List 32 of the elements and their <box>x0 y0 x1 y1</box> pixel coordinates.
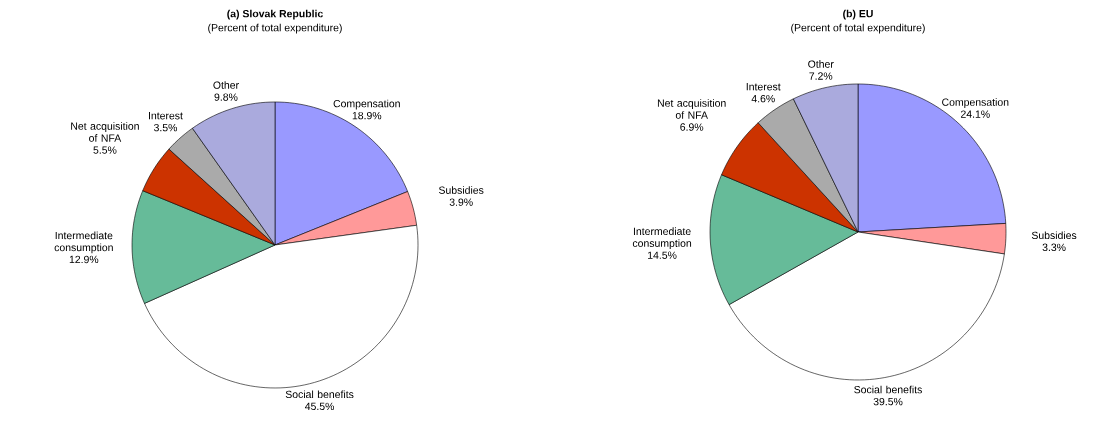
slice-label: Compensation <box>942 98 1009 108</box>
slice-label: Other <box>808 60 834 68</box>
chart-title: (b) EU <box>843 9 873 20</box>
slice-label: Interest <box>746 83 781 91</box>
data-label: 18.9% <box>352 111 382 120</box>
slice-label: Net acquisition of NFA <box>71 122 139 142</box>
chart-subtitle: (Percent of total expenditure) <box>208 23 342 34</box>
slice-label: Social benefits <box>285 390 354 399</box>
data-label: 24.1% <box>961 110 990 118</box>
slice-label: Subsidies <box>1031 231 1077 240</box>
data-label: 4.6% <box>751 94 775 103</box>
chart-title: (a) Slovak Republic <box>227 9 323 20</box>
data-label: 12.9% <box>69 255 99 264</box>
data-label: 5.5% <box>93 146 117 154</box>
slice-label: Intermediate consumption <box>632 227 692 250</box>
slice-label: Compensation <box>333 99 400 110</box>
slice-label: Subsidies <box>438 186 484 194</box>
data-label: 45.5% <box>304 402 335 411</box>
data-label: 39.5% <box>873 397 903 406</box>
data-label: 3.9% <box>449 198 473 206</box>
data-label: 6.9% <box>680 123 704 131</box>
data-label: 7.2% <box>809 72 833 80</box>
slice-label: Net acquisition of NFA <box>657 99 726 119</box>
data-label: 14.5% <box>648 251 677 259</box>
slice-label: Intermediate consumption <box>54 231 113 254</box>
chart-subtitle: (Percent of total expenditure) <box>791 23 925 34</box>
data-label: 3.5% <box>153 123 178 132</box>
slice-label: Other <box>213 81 239 89</box>
data-label: 9.8% <box>214 93 238 101</box>
slice-label: Social benefits <box>854 385 922 394</box>
slice-label: Interest <box>149 112 183 120</box>
data-label: 3.3% <box>1042 243 1066 252</box>
